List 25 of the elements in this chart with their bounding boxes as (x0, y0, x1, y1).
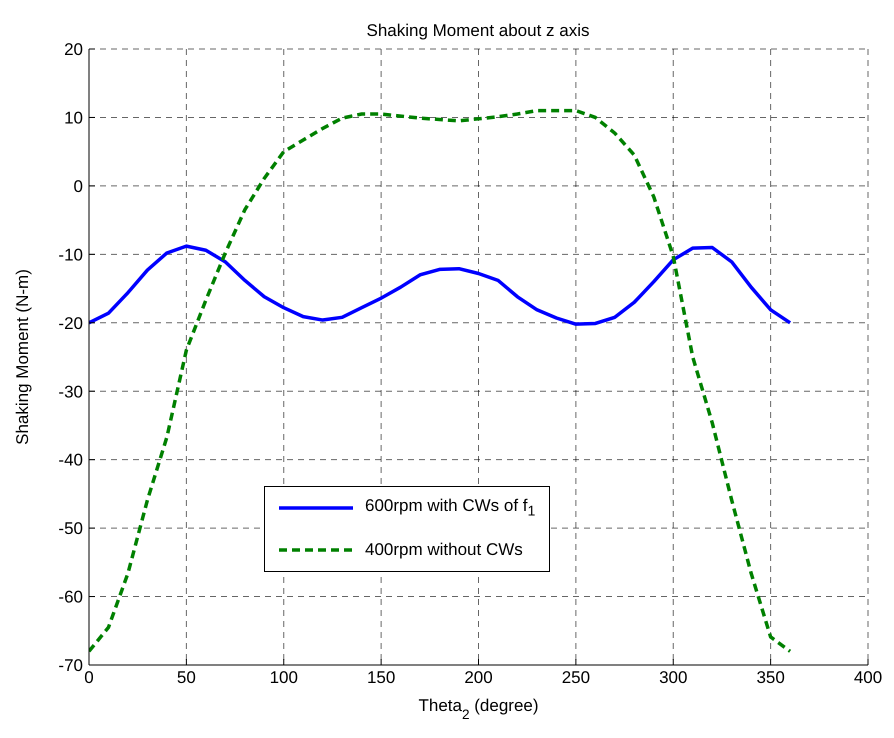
x-tick-label: 250 (562, 668, 590, 688)
x-tick-label: 50 (176, 668, 196, 688)
x-tick-label: 350 (756, 668, 785, 688)
legend-label: 600rpm with CWs of f$_{1}$ (365, 496, 536, 520)
y-tick-label: -20 (58, 314, 83, 333)
chart-title: Shaking Moment about z axis (366, 21, 590, 40)
y-axis-title: Shaking Moment (N-m) (13, 269, 32, 445)
y-tick-label: -40 (58, 450, 83, 470)
y-tick-label: -50 (58, 519, 83, 538)
line-series (89, 108, 792, 654)
x-axis-title: Theta$_{2}$ (degree) (418, 696, 539, 722)
line-series (89, 244, 792, 326)
x-tick-label: 300 (659, 668, 688, 688)
y-tick-label: -30 (58, 382, 83, 402)
y-tick-label: -70 (58, 656, 83, 676)
x-tick-label: 150 (366, 668, 396, 688)
y-tick-label: 10 (64, 108, 83, 128)
x-tick-label: 400 (854, 668, 882, 688)
x-tick-label: 100 (270, 668, 298, 688)
y-tick-label: 0 (74, 176, 83, 196)
legend-label: 400rpm without CWs (365, 540, 523, 560)
y-tick-label: -10 (58, 245, 83, 264)
x-tick-label: 200 (464, 668, 493, 688)
y-tick-label: 20 (64, 40, 83, 60)
y-tick-label: -60 (58, 588, 83, 607)
